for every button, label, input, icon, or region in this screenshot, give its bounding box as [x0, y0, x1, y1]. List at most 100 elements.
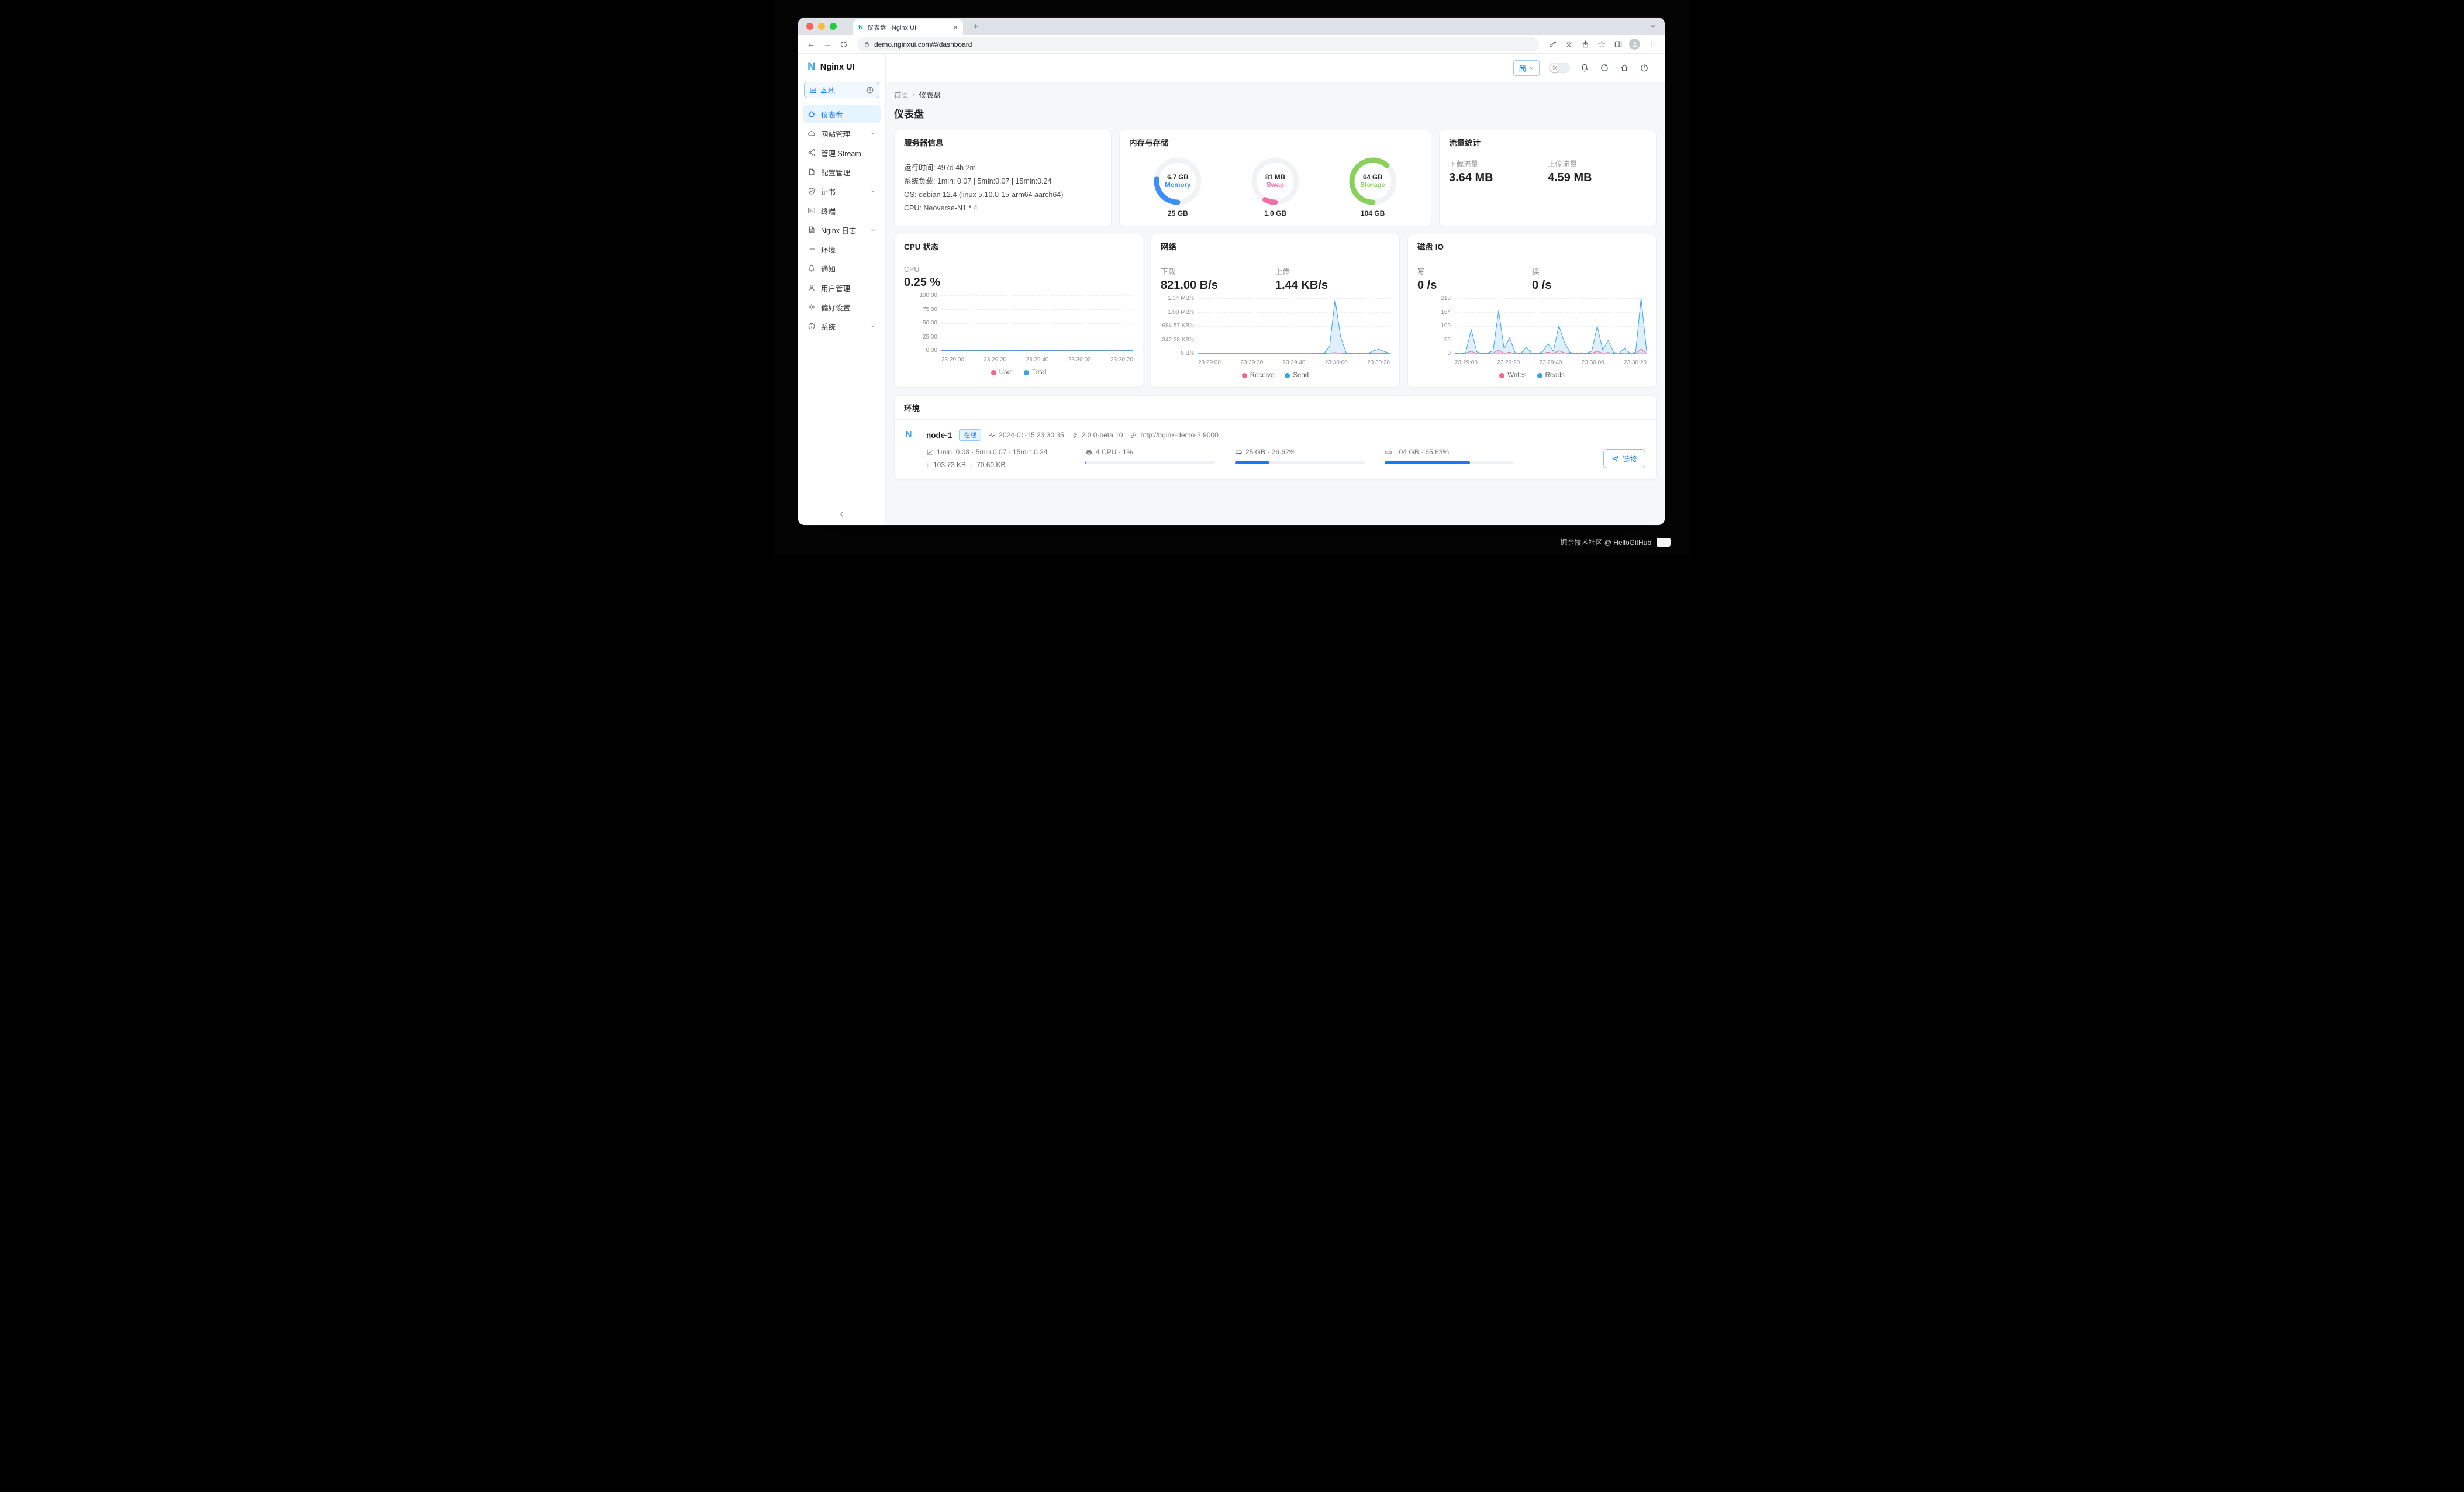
cpu-chart-legend: User Total	[904, 369, 1133, 376]
disk-chart-legend: Writes Reads	[1417, 372, 1647, 379]
sidebar-collapse-button[interactable]	[798, 505, 885, 525]
password-key-icon[interactable]	[1547, 39, 1558, 50]
network-chart-xaxis: 23:29:00 23:29:20 23:29:40 23:30:00 23:30:20	[1198, 360, 1390, 366]
disk-chart	[1455, 298, 1647, 354]
network-chart-yaxis: 1.34 MB/s 1.00 MB/s 684.57 KB/s 342.28 KB/s…	[1162, 295, 1194, 357]
notifications-button[interactable]	[1579, 63, 1590, 73]
legend-receive[interactable]: Receive	[1241, 372, 1274, 379]
link-icon	[1131, 432, 1137, 438]
footer-credit: 掘金技术社区 @ HelloGitHub	[1560, 537, 1671, 547]
breadcrumb-home[interactable]: 首页	[894, 91, 909, 99]
back-button[interactable]: ←	[806, 39, 816, 49]
legend-writes[interactable]: Writes	[1499, 372, 1527, 379]
card-title: 服务器信息	[895, 130, 1111, 154]
node-disk-block: 104 GB · 65.63%	[1385, 448, 1514, 464]
network-download-stat: 下载 821.00 B/s	[1161, 268, 1218, 292]
legend-send[interactable]: Send	[1285, 372, 1309, 379]
memory-gauge: 6.7 GB Memory 25 GB	[1145, 157, 1210, 217]
sidebar-item-nginx-logs[interactable]: Nginx 日志	[803, 221, 881, 239]
sidebar-item-terminal[interactable]: 终端	[803, 202, 881, 219]
zoom-window-button[interactable]	[830, 23, 837, 30]
node-cpu-block: 4 CPU · 1%	[1085, 448, 1215, 464]
minimize-window-button[interactable]	[818, 23, 825, 30]
node-load-block: 1min: 0.08 · 5min:0.07 · 15min:0.24 ↑ 10…	[926, 448, 1065, 469]
node-url: http://nginx-demo-2:9000	[1130, 431, 1219, 439]
window-controls	[798, 23, 845, 30]
cpu-progress-bar	[1085, 461, 1087, 464]
disk-progress-bar	[1385, 461, 1470, 464]
node-disk-text: 104 GB · 65.63%	[1385, 448, 1514, 456]
nginx-ui-app: N Nginx UI 本地 仪表盘	[798, 54, 1665, 525]
ram-icon	[1236, 450, 1242, 454]
card-title: 环境	[895, 396, 1656, 420]
share-alt-icon	[807, 148, 816, 157]
storage-gauge: 64 GB Storage 104 GB	[1341, 157, 1405, 217]
network-card: 网络 下载 821.00 B/s 上传 1.44 KB/s	[1151, 234, 1400, 388]
load-average-text: 系统负载: 1min: 0.07 | 5min:0.07 | 15min:0.2…	[904, 177, 1052, 186]
cpu-chart-yaxis: 100.00 75.00 50.00 25.00 0.00	[919, 292, 937, 354]
legend-reads[interactable]: Reads	[1537, 372, 1565, 379]
cpu-chart	[941, 295, 1133, 351]
connect-button[interactable]: 链接	[1603, 448, 1645, 468]
new-tab-button[interactable]: +	[973, 21, 979, 32]
disk-chart-xaxis: 23:29:00 23:29:20 23:29:40 23:30:00 23:30:20	[1455, 360, 1647, 366]
card-title: CPU 状态	[895, 234, 1143, 258]
browser-window: N 仪表盘 | Nginx UI × + ← → demo.nginxui.co…	[798, 18, 1665, 525]
card-title: 磁盘 IO	[1408, 234, 1656, 258]
os-text: OS: debian 12.4 (linux 5.10.0-15-arm64 a…	[904, 191, 1064, 199]
hdd-icon	[1385, 450, 1392, 454]
brand-name: Nginx UI	[820, 63, 855, 72]
network-chart-legend: Receive Send	[1161, 372, 1390, 379]
brand[interactable]: N Nginx UI	[798, 54, 885, 81]
uptime-text: 运行时间: 497d 4h 2m	[904, 164, 976, 172]
cpu-chart-xaxis: 23:29:00 23:29:20 23:29:40 23:30:00 23:30:20	[941, 357, 1133, 363]
sidebar-item-sites[interactable]: 网站管理	[803, 125, 881, 142]
profile-avatar[interactable]	[1629, 39, 1640, 50]
forward-button[interactable]: →	[823, 39, 832, 49]
sidebar-item-preferences[interactable]: 偏好设置	[803, 298, 881, 316]
sidebar-item-system[interactable]: 系统	[803, 317, 881, 335]
legend-total[interactable]: Total	[1023, 369, 1046, 376]
url-bar[interactable]: demo.nginxui.com/#/dashboard	[857, 37, 1539, 51]
side-panel-icon[interactable]	[1613, 39, 1623, 50]
info-circle-icon	[807, 322, 816, 330]
close-tab-icon[interactable]: ×	[953, 23, 958, 32]
bookmark-star-icon[interactable]: ☆	[1597, 39, 1606, 50]
send-icon	[1612, 455, 1618, 461]
search-tabs-icon[interactable]	[1649, 23, 1657, 30]
cpu-usage-stat: CPU 0.25 %	[904, 265, 941, 289]
reload-button[interactable]	[837, 37, 851, 51]
node-load: 1min: 0.08 · 5min:0.07 · 15min:0.24	[926, 448, 1065, 456]
sidebar-item-configs[interactable]: 配置管理	[803, 163, 881, 181]
sidebar-item-streams[interactable]: 管理 Stream	[803, 144, 881, 161]
browser-menu-icon[interactable]: ⋮	[1647, 39, 1655, 49]
power-icon[interactable]	[1639, 63, 1649, 73]
node-switch-button[interactable]: 本地	[804, 82, 879, 98]
disk-write-stat: 写 0 /s	[1417, 268, 1437, 292]
language-select[interactable]: 简	[1513, 60, 1540, 76]
translate-icon[interactable]: 文	[1565, 41, 1572, 49]
refresh-button[interactable]	[1599, 63, 1610, 73]
sidebar-item-dashboard[interactable]: 仪表盘	[803, 105, 881, 123]
sidebar-menu: 仪表盘 网站管理 管理 Stream 配置管理	[798, 103, 885, 505]
browser-tabstrip: N 仪表盘 | Nginx UI × +	[798, 18, 1665, 35]
home-button[interactable]	[1619, 63, 1630, 73]
node-network-io: ↑ 103.73 KB ↓ 70.60 KB	[926, 461, 1006, 469]
close-window-button[interactable]	[806, 23, 813, 30]
file-icon	[807, 168, 816, 176]
chevron-down-icon	[870, 323, 876, 329]
download-traffic: 下载流量 3.64 MB	[1449, 160, 1493, 184]
browser-tab[interactable]: N 仪表盘 | Nginx UI ×	[853, 19, 963, 35]
legend-user[interactable]: User	[991, 369, 1013, 376]
disk-io-card: 磁盘 IO 写 0 /s 读 0 /s	[1407, 234, 1657, 388]
sidebar-item-environments[interactable]: 环境	[803, 240, 881, 258]
share-icon[interactable]	[1580, 39, 1590, 50]
history-clock-icon[interactable]	[866, 86, 874, 94]
gear-icon	[807, 303, 816, 311]
sidebar-item-users[interactable]: 用户管理	[803, 279, 881, 296]
user-icon	[807, 284, 816, 292]
sidebar-item-certificates[interactable]: 证书	[803, 182, 881, 200]
theme-toggle[interactable]	[1549, 63, 1570, 73]
breadcrumb: 首页 / 仪表盘	[894, 89, 1657, 100]
sidebar-item-notifications[interactable]: 通知	[803, 260, 881, 277]
